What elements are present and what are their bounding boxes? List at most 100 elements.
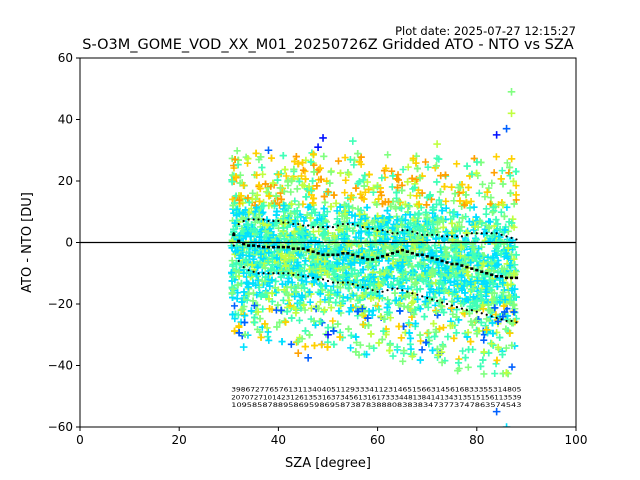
scatter-point <box>469 250 477 258</box>
scatter-point <box>232 211 240 219</box>
scatter-point <box>323 222 331 230</box>
scatter-point <box>305 331 313 339</box>
scatter-point <box>497 175 505 183</box>
scatter-point <box>464 271 472 279</box>
scatter-point <box>284 178 292 186</box>
scatter-point <box>467 318 475 326</box>
scatter-point <box>483 326 491 334</box>
scatter-point <box>456 227 464 235</box>
scatter-point <box>230 284 238 292</box>
scatter-point <box>502 369 510 377</box>
scatter-point <box>330 191 338 199</box>
scatter-point <box>510 223 518 231</box>
scatter-point <box>266 282 274 290</box>
scatter-point <box>412 320 420 328</box>
scatter-point <box>473 330 481 338</box>
scatter-point <box>327 203 335 211</box>
scatter-point <box>409 298 417 306</box>
scatter-point <box>272 277 280 285</box>
scatter-point <box>284 291 292 299</box>
scatter-point <box>361 215 369 223</box>
scatter-point <box>253 171 261 179</box>
scatter-point <box>310 150 318 158</box>
scatter-point <box>499 180 507 188</box>
scatter-point <box>294 338 302 346</box>
scatter-point <box>248 195 256 203</box>
scatter-point <box>389 172 397 180</box>
scatter-point <box>471 245 479 253</box>
scatter-point <box>287 188 295 196</box>
scatter-point <box>430 320 438 328</box>
scatter-point <box>491 370 499 378</box>
scatter-point <box>444 231 452 239</box>
scatter-point <box>263 216 271 224</box>
scatter-point <box>436 188 444 196</box>
scatter-point <box>319 219 327 227</box>
scatter-point <box>260 202 268 210</box>
scatter-point <box>508 155 516 163</box>
scatter-point <box>250 225 258 233</box>
scatter-point <box>311 220 319 228</box>
scatter-point <box>462 191 470 199</box>
scatter-point <box>241 319 249 327</box>
scatter-point <box>366 247 374 255</box>
scatter-point <box>417 337 425 345</box>
scatter-point <box>271 202 279 210</box>
scatter-point <box>501 226 509 234</box>
scatter-point <box>456 197 464 205</box>
scatter-point <box>364 314 372 322</box>
scatter-point <box>330 340 338 348</box>
scatter-point <box>409 269 417 277</box>
scatter-point <box>299 301 307 309</box>
scatter-point <box>409 154 417 162</box>
scatter-point <box>418 189 426 197</box>
scatter-point <box>485 223 493 231</box>
scatter-point <box>426 192 434 200</box>
scatter-point <box>361 171 369 179</box>
scatter-point <box>448 219 456 227</box>
scatter-point <box>250 255 258 263</box>
scatter-point <box>416 305 424 313</box>
plot-date: Plot date: 2025-07-27 12:15:27 <box>395 24 576 38</box>
scatter-point <box>489 279 497 287</box>
scatter-point <box>399 166 407 174</box>
scatter-point <box>236 179 244 187</box>
scatter-point <box>369 307 377 315</box>
scatter-point <box>228 257 236 265</box>
scatter-point <box>370 217 378 225</box>
scatter-point <box>320 229 328 237</box>
scatter-point <box>367 243 375 251</box>
scatter-point <box>454 367 462 375</box>
scatter-point <box>436 271 444 279</box>
scatter-point <box>471 223 479 231</box>
scatter-point <box>233 147 241 155</box>
scatter-point <box>354 307 362 315</box>
scatter-point <box>450 334 458 342</box>
scatter-point <box>279 224 287 232</box>
scatter-point <box>499 313 507 321</box>
scatter-point <box>258 268 266 276</box>
scatter-point <box>466 302 474 310</box>
scatter-point <box>283 308 291 316</box>
scatter-point <box>463 307 471 315</box>
scatter-point <box>324 324 332 332</box>
scatter-point <box>289 235 297 243</box>
scatter-point <box>244 155 252 163</box>
scatter-point <box>510 269 518 277</box>
scatter-point <box>408 299 416 307</box>
scatter-point <box>329 317 337 325</box>
scatter-point <box>316 298 324 306</box>
scatter-point <box>414 233 422 241</box>
scatter-point <box>351 266 359 274</box>
scatter-point <box>468 321 476 329</box>
scatter-point <box>375 195 383 203</box>
scatter-point <box>482 205 490 213</box>
scatter-point <box>249 279 257 287</box>
scatter-point <box>281 317 289 325</box>
scatter-point <box>321 296 329 304</box>
scatter-point <box>467 259 475 267</box>
scatter-point <box>493 328 501 336</box>
scatter-point <box>301 257 309 265</box>
scatter-point <box>493 356 501 364</box>
scatter-point <box>512 168 520 176</box>
